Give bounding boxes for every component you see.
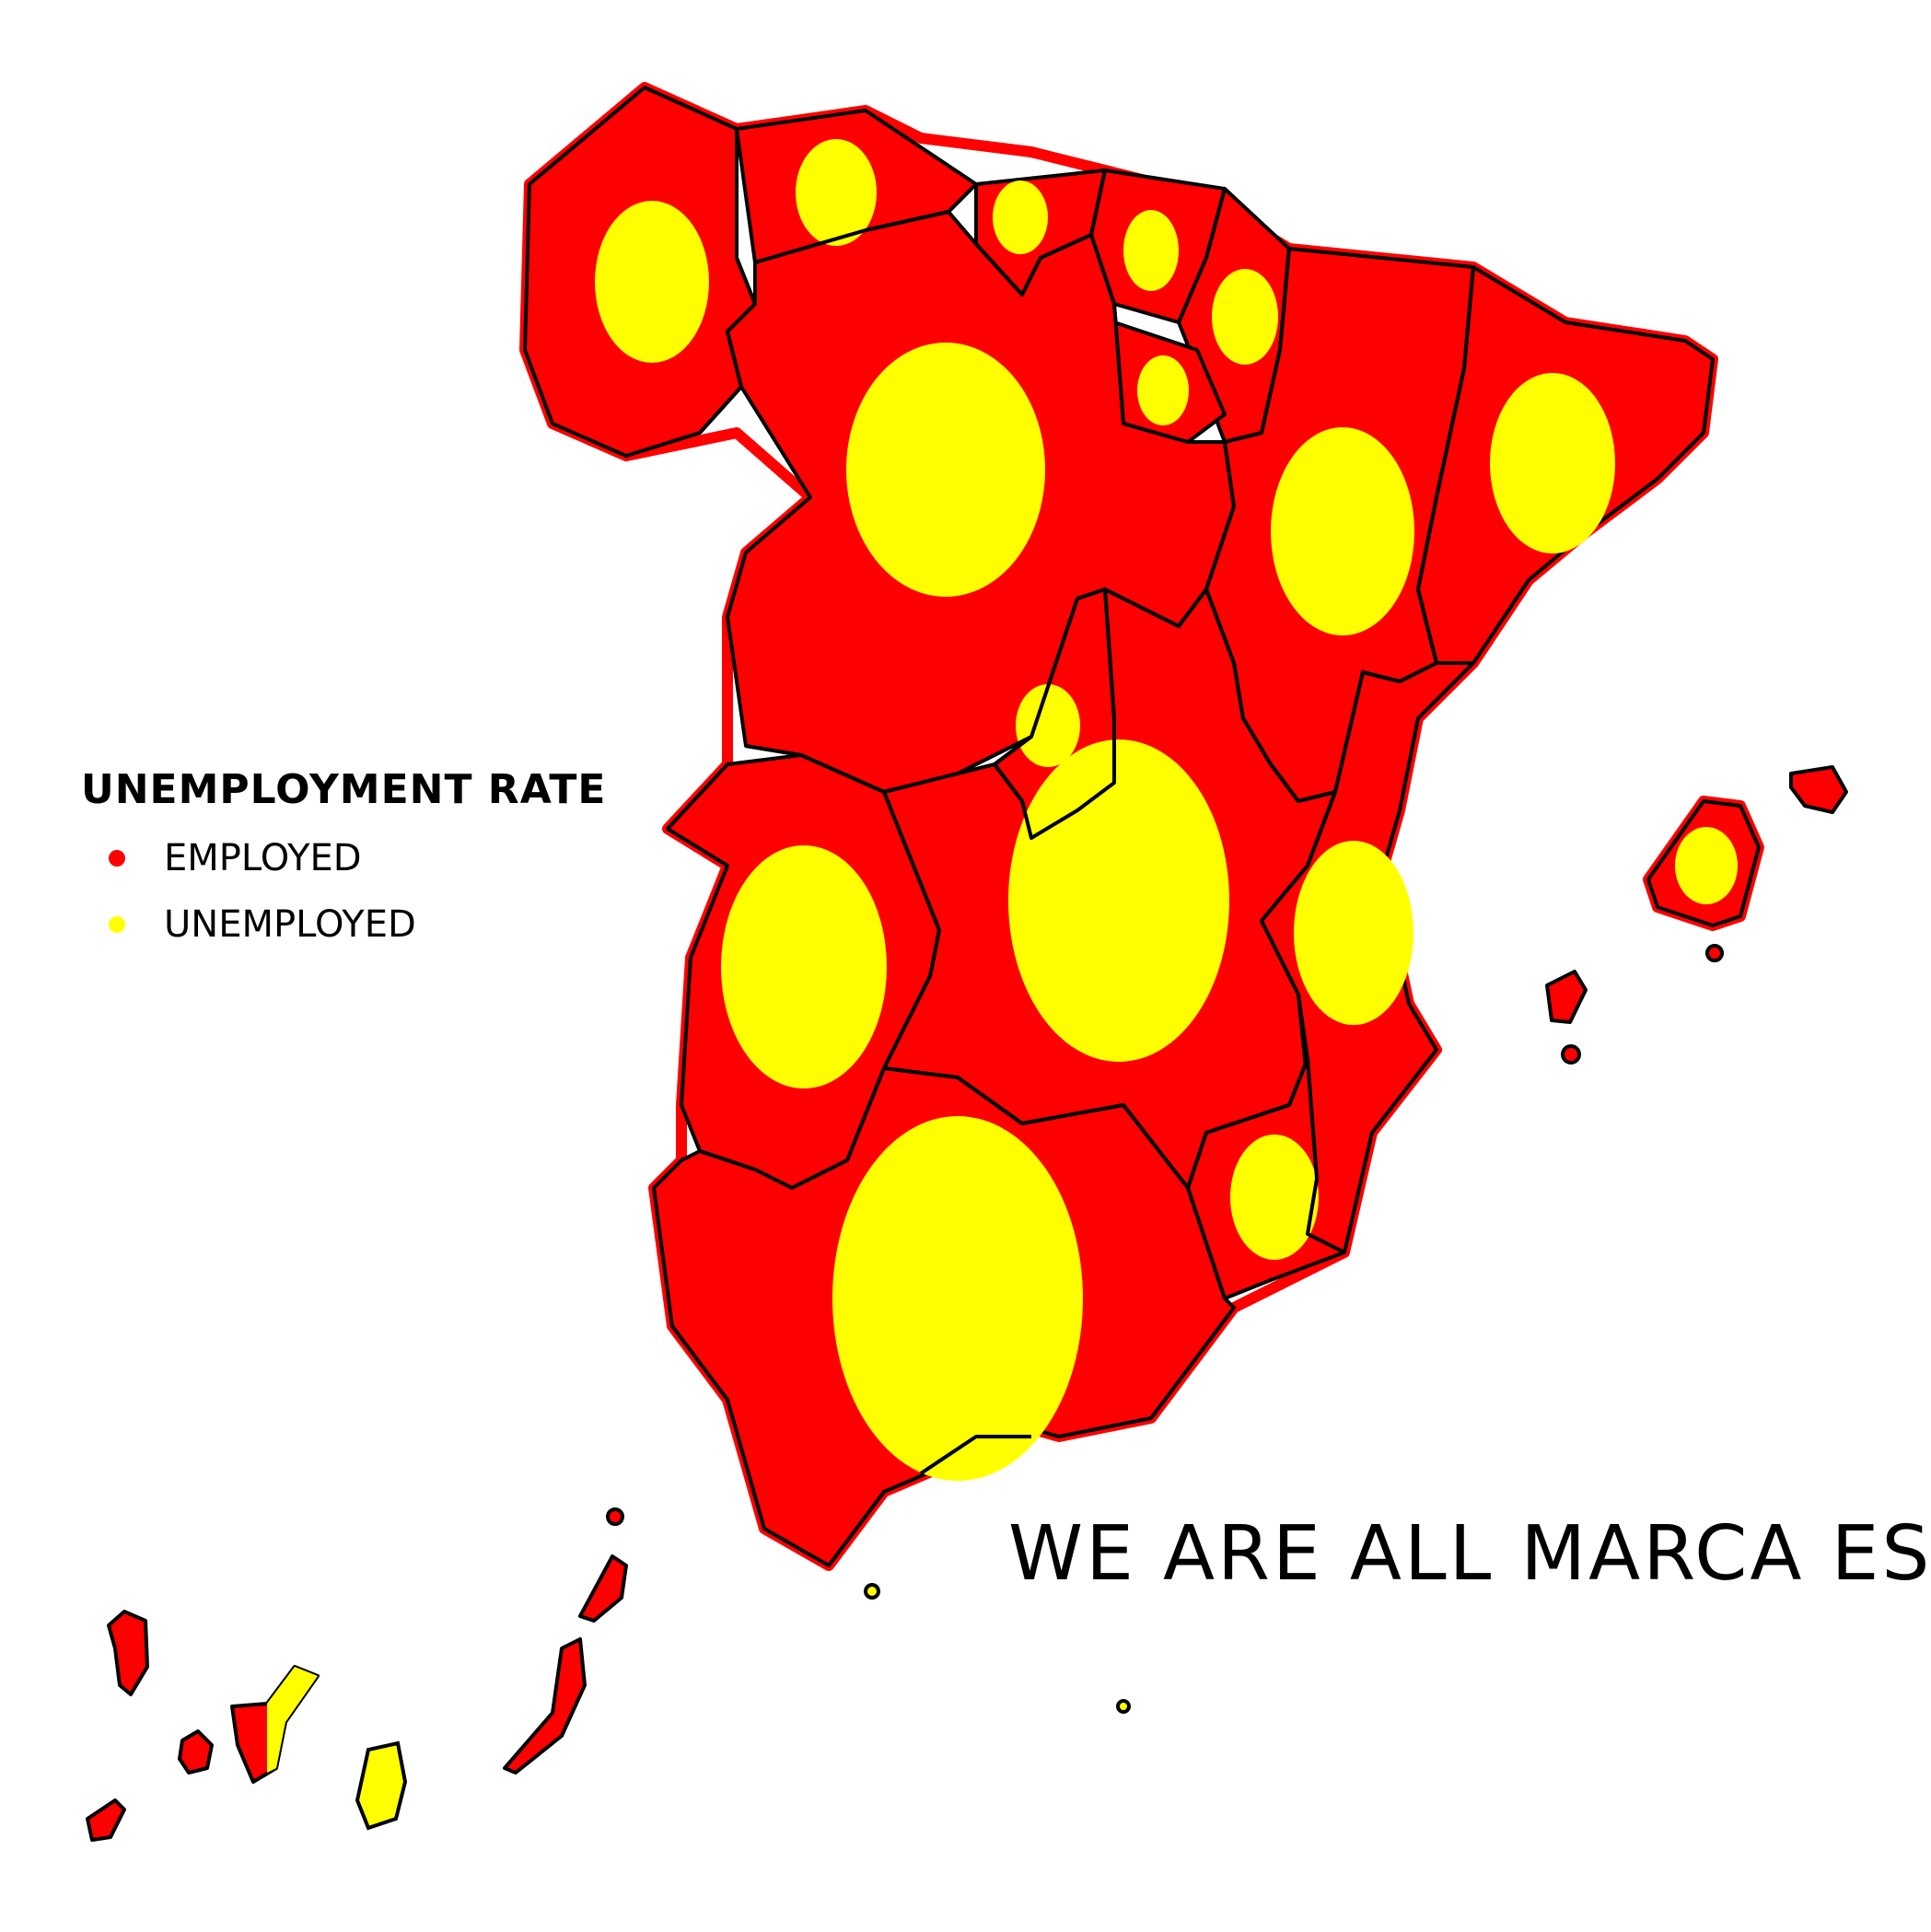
legend-dot-unemployed [109, 916, 125, 933]
legend-dot-employed [109, 850, 125, 867]
unemployment-blob-castilla-la-mancha [1008, 739, 1229, 1062]
balearic-ibiza [1545, 970, 1588, 1024]
canary-el-hierro [86, 1798, 126, 1842]
legend-label-unemployed: UNEMPLOYED [164, 903, 416, 946]
canary-gran-canaria [355, 1740, 408, 1831]
unemployment-blob-valencia [1294, 841, 1413, 1025]
balearic-formentera [1561, 1044, 1581, 1065]
melilla [1116, 1699, 1131, 1714]
legend-label-employed: EMPLOYED [164, 837, 362, 879]
unemployment-blob-cantabria [993, 180, 1048, 254]
canary-la-palma [107, 1610, 149, 1696]
legend-item-employed: EMPLOYED [81, 837, 606, 879]
unemployment-blob-navarra [1212, 269, 1278, 365]
canary-lanzarote [578, 1554, 628, 1623]
unemployment-blob-asturias [796, 139, 877, 246]
legend-item-unemployed: UNEMPLOYED [81, 903, 606, 946]
canary-fuerteventura [503, 1637, 587, 1775]
region-borders [625, 129, 1475, 1475]
unemployment-blob-madrid [1016, 684, 1080, 767]
unemployment-blob-murcia [1230, 1135, 1319, 1260]
unemployment-blob-cataluna [1490, 373, 1615, 553]
unemployment-blob-baleares [1675, 827, 1738, 904]
unemployment-blob-la-rioja [1137, 355, 1189, 425]
canary-la-gomera [178, 1729, 214, 1775]
map-caption: WE ARE ALL MARCA ESPAÑA... [1008, 1510, 1931, 1598]
ceuta [864, 1583, 880, 1600]
legend-title: UNEMPLOYMENT RATE [81, 766, 607, 813]
unemployment-blob-pais-vasco [1123, 210, 1179, 291]
balearic-menorca [1789, 765, 1848, 814]
unemployment-blob-aragon [1271, 427, 1414, 635]
unemployment-blob-galicia [595, 201, 709, 363]
unemployment-blob-andalucia [832, 1116, 1083, 1481]
canary-islet [606, 1507, 624, 1526]
legend: UNEMPLOYMENT RATE EMPLOYED UNEMPLOYED [81, 766, 606, 946]
unemployment-blob-extremadura [721, 845, 887, 1088]
unemployment-blob-tenerife [267, 1667, 318, 1773]
unemployment-blob-castilla-y-leon [846, 343, 1045, 597]
balearic-cabrera [1705, 944, 1724, 962]
